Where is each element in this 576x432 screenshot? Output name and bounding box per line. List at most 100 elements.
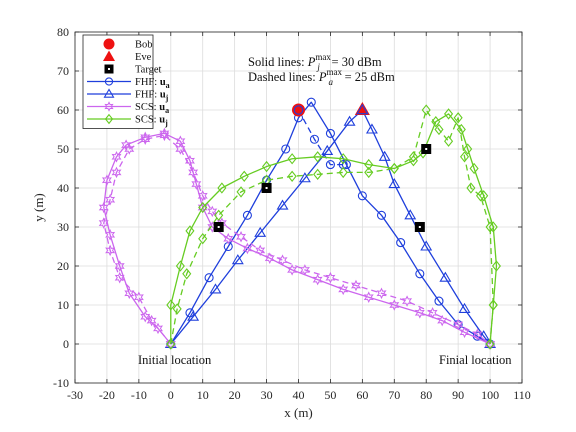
legend-entry-bob: Bob [103,38,153,51]
y-tick-label: 70 [57,64,69,78]
data-point-fhf_j_solid [343,115,356,126]
legend-entry-scs_a: SCS: ua [87,101,169,115]
data-point-scs_a_solid [223,232,234,245]
x-tick-label: 40 [293,388,305,402]
data-point-scs_j_dashed [198,233,208,245]
y-tick-label: 0 [63,337,69,351]
data-point-scs_a_solid [101,174,112,186]
data-point-scs_a_solid [414,307,425,319]
data-point-scs_j_solid [166,299,176,311]
x-tick-label: 80 [420,388,432,402]
data-point-fhf_j_solid [439,271,452,282]
data-point-fhf_a_solid [242,210,252,220]
data-point-scs_a_solid [159,127,170,140]
data-point-fhf_a_solid [415,269,425,279]
data-point-scs_j_solid [198,201,208,214]
initial-location-label: Initial location [138,353,212,367]
y-tick-label: 50 [57,142,69,156]
x-tick-label: 110 [513,388,531,402]
data-point-scs_a_dashed [207,205,218,218]
data-point-scs_a_dashed [114,271,125,284]
data-point-scs_j_dashed [488,299,498,311]
data-point-fhf_a_solid [306,97,316,107]
data-point-scs_j_dashed [236,186,246,198]
y-tick-label: 10 [57,298,69,312]
data-point-scs_j_dashed [172,303,182,315]
data-point-scs_j_dashed [166,338,176,350]
data-point-scs_j_dashed [287,170,297,182]
data-point-fhf_j_solid [365,123,378,134]
data-point-scs_a_dashed [133,291,144,303]
legend-label-scs_a: SCS: ua [135,102,169,115]
data-point-fhf_a_dashed [338,160,348,170]
data-point-scs_j_solid [491,260,502,272]
data-point-fhf_a_solid [357,191,367,201]
data-point-scs_a_dashed [350,279,361,292]
data-point-scs_a_dashed [197,190,208,202]
data-point-fhf_j_solid [420,240,433,251]
data-point-scs_j_dashed [444,135,454,147]
data-point-scs_a_dashed [236,230,247,243]
data-point-scs_j_solid [175,260,185,272]
data-point-scs_a_solid [114,260,125,272]
data-point-scs_a_dashed [146,314,157,327]
data-point-scs_j_dashed [214,209,224,221]
data-point-scs_j_dashed [466,182,476,194]
legend-label-target: Target [135,65,162,76]
target-dot [265,187,268,189]
data-point-fhf_j_solid [231,254,244,265]
data-point-scs_j_dashed [475,190,486,202]
target-marker [421,144,432,154]
solid-lines-note: Solid lines: Pmax j = 30 dBm [248,52,382,72]
data-point-scs_a_solid [363,291,374,303]
data-point-scs_a_dashed [98,217,109,229]
data-point-scs_a_solid [153,322,164,335]
data-point-scs_a_dashed [188,166,199,179]
y-tick-label: 80 [57,25,69,39]
data-point-scs_a_solid [242,242,253,255]
data-point-scs_j_solid [456,123,466,136]
data-point-scs_a_dashed [124,143,135,155]
data-point-scs_a_dashed [376,287,387,300]
y-tick-label: 40 [57,181,69,195]
legend-entry-fhf_a: FHF: ua [87,77,170,90]
data-point-scs_a_solid [175,135,186,147]
y-tick-label: 30 [57,220,69,234]
legend-marker-scs_a [104,101,114,112]
series-line-fhf_a_solid [170,101,491,345]
data-point-scs_j_solid [469,162,479,175]
data-point-scs_a_dashed [472,328,483,341]
x-tick-label: 30 [261,388,273,402]
data-point-fhf_j_solid [458,302,471,313]
x-tick-label: 10 [197,388,209,402]
data-point-scs_j_dashed [421,104,431,116]
data-point-scs_a_dashed [453,318,464,331]
data-point-fhf_a_solid [396,238,406,248]
data-point-scs_j_solid [262,160,272,173]
legend-marker-scs_j [104,113,114,125]
target-dot [418,226,421,228]
data-point-fhf_a_dashed [325,160,335,170]
data-point-scs_j_dashed [338,166,348,179]
data-point-scs_j_dashed [459,151,470,163]
data-point-scs_j_solid [364,158,374,171]
data-point-scs_j_solid [488,221,498,233]
data-point-fhf_j_solid [404,209,417,220]
data-point-fhf_j_solid [187,310,200,321]
data-point-scs_a_solid [98,201,109,214]
data-point-scs_j_solid [185,225,195,237]
data-point-scs_a_dashed [159,129,170,142]
y-tick-label: 20 [57,259,69,273]
legend-entry-target: Target [104,64,162,76]
data-point-fhf_a_solid [434,296,444,306]
legend-entry-eve: Eve [103,50,152,63]
x-tick-label: 90 [452,388,464,402]
legend-target-dot [108,68,110,70]
data-point-fhf_a_dashed [309,134,320,144]
data-point-scs_a_solid [312,273,323,286]
data-point-fhf_j_solid [254,226,267,237]
